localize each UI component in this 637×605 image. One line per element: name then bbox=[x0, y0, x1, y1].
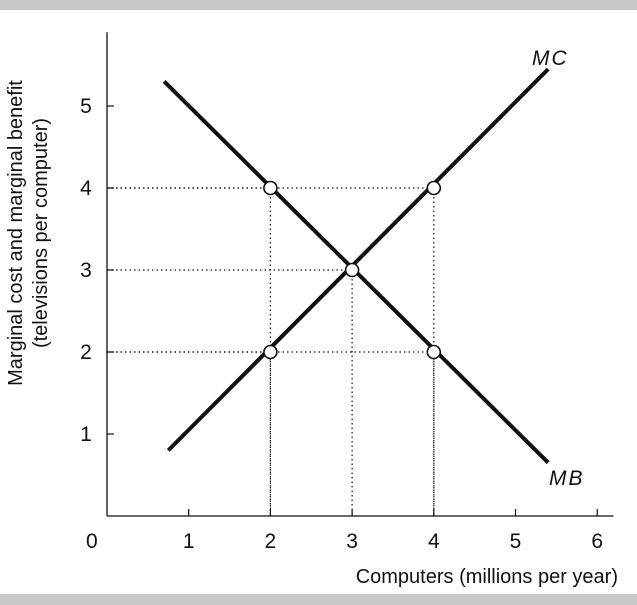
x-tick-label-2: 2 bbox=[265, 530, 277, 553]
point-4-2 bbox=[426, 344, 442, 360]
labels: 0 Computers (millions per year) Marginal… bbox=[5, 47, 618, 588]
mb-curve-label: MB bbox=[549, 467, 585, 490]
x-axis-title: Computers (millions per year) bbox=[356, 566, 618, 588]
point-2-4 bbox=[263, 180, 278, 196]
origin-label: 0 bbox=[86, 530, 98, 553]
y-tick-label-3: 3 bbox=[80, 259, 92, 282]
mc-curve-label: MC bbox=[532, 47, 569, 70]
x-tick-label-6: 6 bbox=[591, 530, 603, 553]
x-tick-label-3: 3 bbox=[346, 530, 358, 553]
point-3-3 bbox=[344, 262, 360, 278]
y-axis-title-line2: (televisions per computer) bbox=[30, 118, 52, 348]
y-axis-title-line1: Marginal cost and marginal benefit bbox=[5, 80, 27, 386]
y-tick-label-4: 4 bbox=[80, 177, 92, 200]
mc-curve bbox=[166, 67, 550, 452]
x-tick-label-4: 4 bbox=[428, 530, 440, 553]
axes bbox=[106, 32, 614, 517]
y-tick-label-1: 1 bbox=[80, 423, 92, 446]
ticks: 1 2 3 4 5 6 1 2 3 4 5 bbox=[80, 95, 603, 553]
y-tick-label-2: 2 bbox=[80, 341, 92, 364]
x-tick-label-5: 5 bbox=[510, 530, 522, 553]
y-tick-label-5: 5 bbox=[80, 95, 92, 118]
x-tick-label-1: 1 bbox=[183, 530, 195, 553]
points bbox=[263, 180, 442, 360]
point-2-2 bbox=[263, 344, 278, 360]
point-4-4 bbox=[426, 180, 442, 196]
top-border-band bbox=[0, 0, 637, 10]
bottom-border-band bbox=[0, 594, 637, 605]
